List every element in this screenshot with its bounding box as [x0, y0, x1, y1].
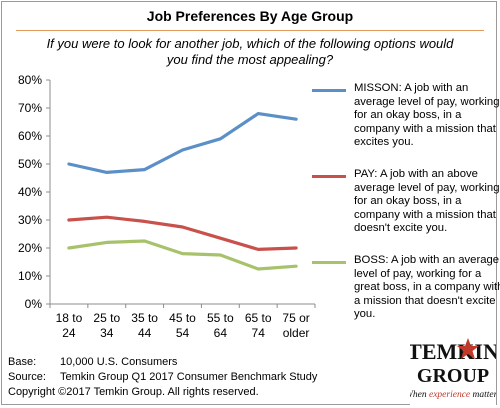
logo-star-icon — [457, 338, 479, 359]
y-tick-label: 20% — [18, 241, 42, 255]
title-divider — [16, 30, 484, 31]
base-value: 10,000 U.S. Consumers — [60, 356, 178, 368]
x-tick-label: 65 to 74 — [245, 311, 272, 340]
logo-tagline: When experience matters — [410, 390, 496, 400]
source-value: Temkin Group Q1 2017 Consumer Benchmark … — [60, 371, 318, 383]
y-tick-label: 40% — [18, 185, 42, 199]
y-tick-label: 30% — [18, 213, 42, 227]
footer-base: Base: 10,000 U.S. Consumers — [8, 356, 177, 368]
legend-label: PAY: A job with an above average level o… — [354, 168, 500, 235]
x-tick-label: 75 or older — [282, 311, 309, 340]
x-tick-label: 25 to 34 — [93, 311, 120, 340]
logo-line1: TEMKIN — [410, 339, 496, 364]
logo-line2: GROUP — [417, 365, 489, 387]
chart-title: Job Preferences By Age Group — [146, 8, 354, 24]
y-tick-label: 80% — [18, 73, 42, 87]
base-label: Base: — [8, 356, 37, 368]
y-tick-label: 70% — [18, 101, 42, 115]
series-line-1 — [67, 111, 298, 174]
source-label: Source: — [8, 371, 46, 383]
y-tick-label: 50% — [18, 157, 42, 171]
x-tick-label: 45 to 54 — [169, 311, 196, 340]
chart-subtitle: If you were to look for another job, whi… — [46, 36, 454, 67]
temkin-group-logo: TEMKIN GROUP When experience matters — [410, 335, 496, 405]
x-tick-label: 18 to 24 — [56, 311, 83, 340]
y-tick-label: 60% — [18, 129, 42, 143]
legend-swatch — [312, 261, 346, 264]
legend-swatch — [312, 89, 346, 92]
y-tick-label: 10% — [18, 269, 42, 283]
y-tick-label: 0% — [25, 297, 43, 311]
footer-source: Source: Temkin Group Q1 2017 Consumer Ben… — [8, 371, 317, 383]
footer-copyright: Copyright ©2017 Temkin Group. All rights… — [8, 386, 259, 398]
series-line-3 — [67, 239, 298, 271]
legend-label: MISSON: A job with an average level of p… — [354, 82, 500, 149]
legend-swatch — [312, 175, 346, 178]
x-tick-label: 35 to 44 — [131, 311, 158, 340]
x-tick-label: 55 to 64 — [207, 311, 234, 340]
legend-label: BOSS: A job with an average level of pay… — [354, 254, 500, 321]
